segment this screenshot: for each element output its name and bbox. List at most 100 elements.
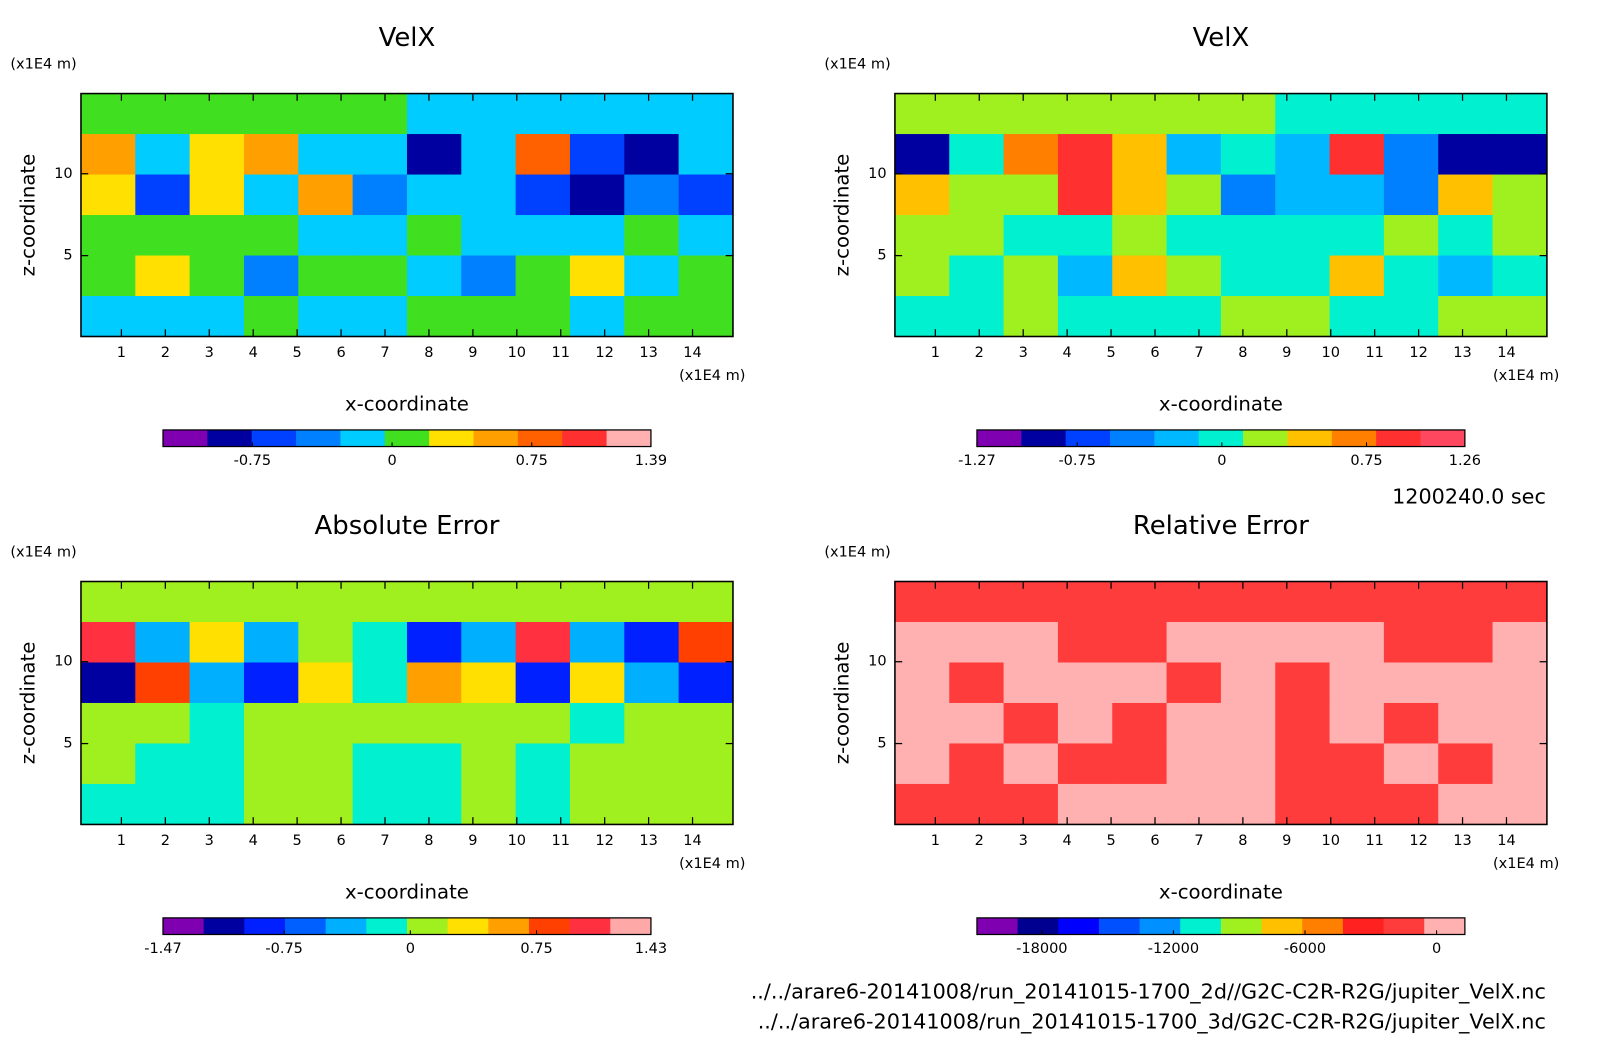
- cell: [461, 621, 517, 664]
- x-tick-label: 10: [508, 345, 526, 361]
- colorbar-swatch: [976, 429, 1022, 447]
- cell: [569, 581, 625, 623]
- x-label: x-coordinate: [1159, 880, 1283, 903]
- cell: [1003, 581, 1059, 623]
- cell: [1057, 783, 1113, 826]
- x-tick-label: 11: [551, 345, 569, 361]
- cell: [243, 215, 299, 257]
- cell: [243, 134, 299, 176]
- cell: [189, 255, 245, 297]
- x-tick-label: 8: [1238, 345, 1247, 361]
- x-tick-label: 4: [249, 345, 258, 361]
- colorbar-swatch: [606, 429, 652, 447]
- x-tick-label: 5: [1106, 345, 1115, 361]
- cell: [1112, 134, 1168, 176]
- colorbar-swatch: [162, 429, 208, 447]
- cell: [1329, 621, 1385, 664]
- colorbar-swatch: [1302, 917, 1344, 935]
- cell: [1383, 783, 1439, 826]
- x-tick-label: 13: [639, 833, 657, 849]
- cell: [1003, 743, 1059, 785]
- cell: [461, 255, 517, 297]
- cell: [1329, 702, 1385, 745]
- plot-frame: [80, 580, 734, 826]
- cell: [894, 296, 950, 338]
- x-tick-label: 7: [1194, 833, 1203, 849]
- colorbar-swatch: [1017, 917, 1059, 935]
- cell: [1383, 93, 1439, 135]
- cell: [569, 93, 625, 135]
- cell: [678, 783, 734, 826]
- cell: [949, 743, 1005, 785]
- x-unit: (x1E4 m): [1493, 368, 1559, 384]
- cell: [569, 215, 625, 257]
- plot-frame: [894, 92, 1548, 338]
- cell: [461, 783, 517, 826]
- cell: [189, 783, 245, 826]
- chart-title: VelX: [1193, 23, 1250, 53]
- cell: [624, 93, 680, 135]
- cell: [1003, 621, 1059, 664]
- cell: [949, 134, 1005, 176]
- x-tick-label: 10: [508, 833, 526, 849]
- cell: [949, 215, 1005, 257]
- colorbar-swatch: [1287, 429, 1333, 447]
- cell: [135, 134, 191, 176]
- x-tick-label: 14: [683, 345, 701, 361]
- x-tick-label: 3: [1019, 833, 1028, 849]
- cell: [1383, 296, 1439, 338]
- cell: [678, 743, 734, 785]
- cell: [1383, 581, 1439, 623]
- colorbar-tick-label: 0.75: [1350, 453, 1382, 469]
- cell: [1112, 581, 1168, 623]
- cell: [1112, 296, 1168, 338]
- cell: [1329, 93, 1385, 135]
- cell: [352, 743, 408, 785]
- colorbar-swatch: [366, 917, 408, 935]
- cell: [406, 93, 462, 135]
- cell: [949, 783, 1005, 826]
- colorbar-tick-label: -1.47: [144, 941, 182, 957]
- cell: [678, 296, 734, 338]
- cell: [243, 174, 299, 216]
- cell: [352, 621, 408, 664]
- cell: [678, 581, 734, 623]
- x-tick-label: 12: [595, 345, 613, 361]
- cell: [1220, 743, 1276, 785]
- cell: [352, 581, 408, 623]
- cell: [461, 296, 517, 338]
- cell: [624, 581, 680, 623]
- file-path: ../../arare6-20141008/run_20141015-1700_…: [751, 980, 1546, 1005]
- cell: [1003, 134, 1059, 176]
- y-label: z-coordinate: [831, 642, 854, 765]
- cell: [1220, 662, 1276, 704]
- cell: [1383, 215, 1439, 257]
- cell: [406, 174, 462, 216]
- x-tick-label: 5: [293, 833, 302, 849]
- cell: [406, 581, 462, 623]
- cell: [243, 783, 299, 826]
- cell: [1275, 296, 1331, 338]
- colorbar-tick-label: 0: [1217, 453, 1226, 469]
- cell: [515, 134, 571, 176]
- colorbar-swatch: [207, 429, 253, 447]
- cell: [1003, 215, 1059, 257]
- cell: [1166, 93, 1222, 135]
- cell: [515, 93, 571, 135]
- cell: [1492, 255, 1548, 297]
- colorbar-swatch: [203, 917, 245, 935]
- file-path: ../../arare6-20141008/run_20141015-1700_…: [758, 1010, 1546, 1035]
- cell: [135, 783, 191, 826]
- cell: [135, 743, 191, 785]
- cell: [1057, 581, 1113, 623]
- cell: [949, 581, 1005, 623]
- x-tick-label: 10: [1322, 833, 1340, 849]
- x-label: x-coordinate: [1159, 393, 1283, 416]
- colorbar-tick-label: -6000: [1284, 941, 1326, 957]
- cell: [1438, 662, 1494, 704]
- cell: [1057, 134, 1113, 176]
- cell: [135, 93, 191, 135]
- colorbar-swatch: [1342, 917, 1385, 935]
